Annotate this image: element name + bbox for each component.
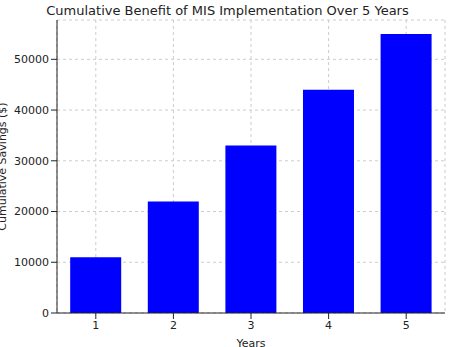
- html-text:Cumulative Benefit of MIS Impl: Cumulative Benefit of MIS Implementation…: [46, 3, 409, 18]
- svg-text:4: 4: [325, 319, 332, 332]
- svg-text:3: 3: [248, 319, 255, 332]
- svg-text:Years: Years: [235, 337, 265, 347]
- svg-text:5: 5: [403, 319, 410, 332]
- svg-text:50000: 50000: [14, 53, 49, 66]
- svg-text:0: 0: [42, 307, 49, 320]
- svg-text:40000: 40000: [14, 104, 49, 117]
- svg-text:10000: 10000: [14, 256, 49, 269]
- svg-text:2: 2: [170, 319, 177, 332]
- svg-text:Cumulative Savings ($): Cumulative Savings ($): [8, 102, 9, 230]
- svg-text:1: 1: [92, 319, 99, 332]
- svg-text:20000: 20000: [14, 205, 49, 218]
- svg-text:30000: 30000: [14, 155, 49, 168]
